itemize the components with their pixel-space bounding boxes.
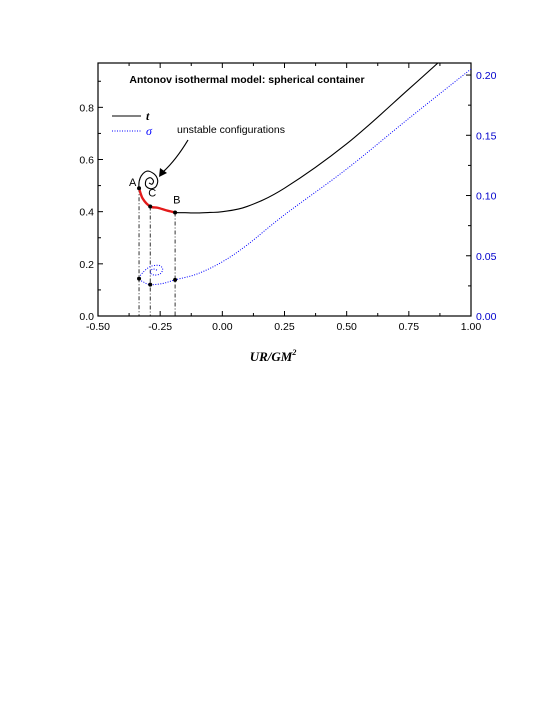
marker-layer: AC B xyxy=(129,177,180,287)
x-tick-label: 0.25 xyxy=(274,321,295,333)
annotation-arrow xyxy=(162,139,189,173)
marker-label: C xyxy=(148,187,156,199)
x-tick-label: 0.50 xyxy=(336,321,357,333)
marker-label: A xyxy=(129,177,137,189)
y-left-tick-label: 0.4 xyxy=(79,207,94,219)
x-tick-label: -0.25 xyxy=(148,321,172,333)
y-left-tick-label: 0.6 xyxy=(79,155,94,167)
marker-point-sigma xyxy=(148,282,153,287)
x-axis-label: UR/GM2 xyxy=(250,348,297,364)
legend-sigma-label: σ xyxy=(146,124,153,138)
marker-point-t xyxy=(148,204,153,209)
chart-title: Antonov isothermal model: spherical cont… xyxy=(129,74,364,86)
y-right-tick-label: 0.10 xyxy=(476,191,497,203)
x-tick-label: 0.75 xyxy=(399,321,420,333)
marker-point-sigma xyxy=(137,276,142,281)
x-tick-label: -0.50 xyxy=(86,321,110,333)
annotation-unstable: unstable configurations xyxy=(177,124,285,136)
y-left-tick-label: 0.8 xyxy=(79,102,94,114)
marker-point-sigma xyxy=(173,277,178,282)
marker-label: B xyxy=(173,194,180,206)
unstable-segment xyxy=(137,187,176,214)
legend-t-label: t xyxy=(146,109,150,123)
annotation-arrowhead xyxy=(159,168,167,177)
y-right-tick-label: 0.15 xyxy=(476,130,497,142)
y-left-tick-label: 0.2 xyxy=(79,259,94,271)
x-tick-label: 1.00 xyxy=(461,321,482,333)
marker-point-t xyxy=(173,210,178,215)
axes-layer: -0.50 -0.25 0.00 0.25 0.50 0.75 1.00 0.0 0.2 0.4 0… xyxy=(79,62,497,333)
y-right-tick-label: 0.05 xyxy=(476,251,497,263)
y-right-tick-label: 0.00 xyxy=(476,311,497,323)
series-line-sigma xyxy=(138,68,471,286)
y-right-tick-label: 0.20 xyxy=(476,70,497,82)
series-layer xyxy=(137,63,471,316)
x-tick-label: 0.00 xyxy=(212,321,233,333)
y-left-tick-label: 0.0 xyxy=(79,311,94,323)
marker-point-t xyxy=(137,186,142,191)
